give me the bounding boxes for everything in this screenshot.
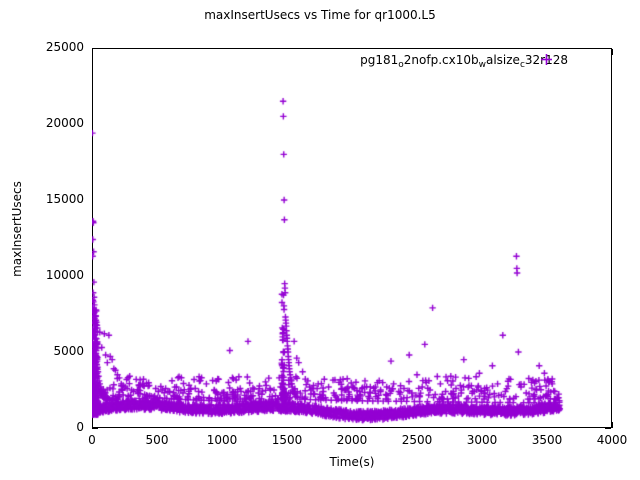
scatter-plot-canvas [92, 48, 612, 428]
x-axis-label: Time(s) [329, 455, 375, 469]
x-tick-label: 500 [145, 433, 169, 447]
x-tick-label: 2500 [401, 433, 433, 447]
y-tick-label: 0 [76, 420, 84, 434]
y-tick-mark-right [605, 428, 611, 429]
y-tick-mark [92, 428, 98, 429]
x-tick-label: 1500 [271, 433, 303, 447]
x-tick-label: 4000 [596, 433, 628, 447]
y-tick-label: 5000 [53, 344, 84, 358]
legend-plus-marker-icon [541, 54, 552, 65]
y-tick-label: 20000 [45, 116, 84, 130]
chart-title: maxInsertUsecs vs Time for qr1000.L5 [204, 8, 436, 22]
x-tick-label: 3500 [531, 433, 563, 447]
legend-series-label: pg181o2nofp.cx10bwalsizec32r128 [360, 53, 568, 70]
x-tick-label: 3000 [466, 433, 498, 447]
x-tick-mark-top [612, 49, 613, 55]
y-tick-label: 15000 [45, 192, 84, 206]
y-tick-label: 25000 [45, 40, 84, 54]
x-tick-label: 0 [88, 433, 96, 447]
legend: pg181o2nofp.cx10bwalsizec32r128 [300, 50, 590, 70]
x-tick-label: 1000 [206, 433, 238, 447]
x-tick-label: 2000 [336, 433, 368, 447]
y-axis-label: maxInsertUsecs [10, 181, 24, 277]
x-tick-mark [612, 422, 613, 428]
y-axis-tick-labels: 0 5000 10000 15000 20000 25000 [0, 0, 84, 480]
y-tick-label: 10000 [45, 268, 84, 282]
